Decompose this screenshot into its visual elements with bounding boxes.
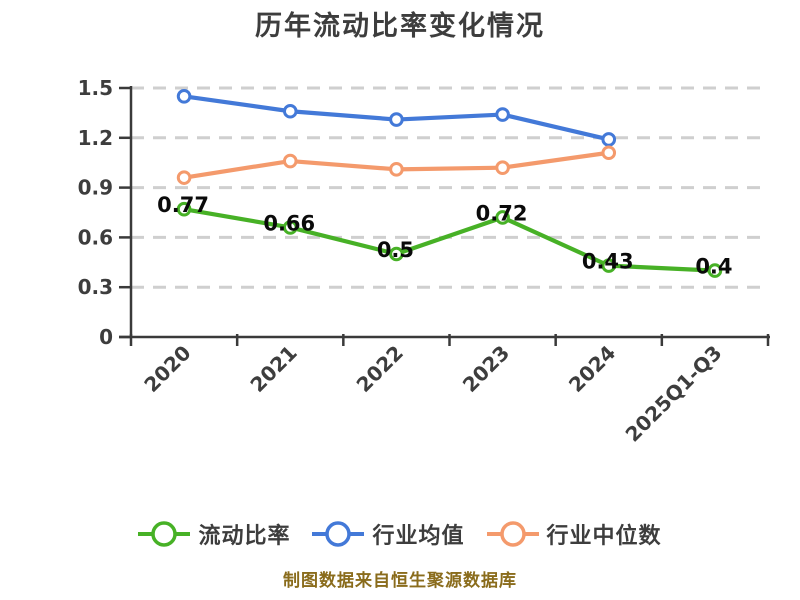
series-current-ratio-point <box>601 258 617 273</box>
series-current-ratio-point <box>389 246 404 262</box>
x-tick-label: 2025Q1-Q3 <box>621 341 727 447</box>
y-tick-label: 0.9 <box>78 176 113 200</box>
chart-title: 历年流动比率变化情况 <box>255 11 545 42</box>
x-tick-label: 2020 <box>139 341 195 397</box>
series-current-ratio-value-label: 0.5 <box>377 238 414 262</box>
series-current-ratio-point <box>495 210 510 225</box>
series-industry-median-point <box>282 153 298 169</box>
series-industry-average-point <box>601 132 617 147</box>
x-tick-label: 2024 <box>564 341 620 397</box>
series-industry-average-point <box>176 89 192 104</box>
y-tick-label: 0 <box>99 325 113 349</box>
series-current-ratio-point <box>176 201 192 217</box>
series-industry-average-point <box>389 112 404 127</box>
x-tick-label: 2021 <box>245 341 301 397</box>
line-chart: 0 0.3 0.6 0.9 1.2 1.5 2020 2021 2022 2023 2024 2025… <box>78 76 770 447</box>
industry-median-legend-marker-icon <box>486 521 539 547</box>
series-current-ratio-point <box>707 263 723 278</box>
series-current-ratio-value-label: 0.72 <box>476 201 528 225</box>
x-tick-label: 2022 <box>352 341 408 397</box>
industry-average-legend-marker-icon <box>312 521 365 547</box>
series-industry-average-point <box>282 103 298 119</box>
series-current-ratio-value-label: 0.77 <box>157 193 209 217</box>
series-current-ratio-point <box>282 220 298 235</box>
series-industry-median-point <box>601 145 617 161</box>
series-industry-median-point <box>389 162 404 177</box>
legend-item-industry-median: 行业中位数 <box>486 518 662 550</box>
series-current-ratio-value-label: 0.43 <box>582 250 634 274</box>
source-note: 制图数据来自恒生聚源数据库 <box>283 571 517 591</box>
series-industry-median-point <box>176 170 192 185</box>
y-tick-label: 1.2 <box>78 126 113 150</box>
y-tick-label: 0.6 <box>78 225 113 249</box>
y-tick-label: 1.5 <box>78 76 113 100</box>
y-tick-label: 0.3 <box>78 275 113 299</box>
legend-label: 流动比率 <box>198 524 291 549</box>
legend-label: 行业中位数 <box>546 524 662 549</box>
series-current-ratio-value-label: 0.4 <box>695 255 732 279</box>
legend-item-industry-average: 行业均值 <box>312 518 464 550</box>
x-tick-label: 2023 <box>458 341 514 397</box>
series-industry-median-point <box>495 160 510 175</box>
legend-item-current-ratio: 流动比率 <box>138 518 290 550</box>
series-current-ratio-value-label: 0.66 <box>263 211 315 235</box>
current-ratio-legend-marker-icon <box>138 521 191 547</box>
series-industry-average-point <box>495 107 510 122</box>
chart-legend: 流动比率 行业均值 行业中位数 <box>0 518 800 550</box>
legend-label: 行业均值 <box>372 524 465 549</box>
series-current-ratio-line <box>183 207 716 273</box>
